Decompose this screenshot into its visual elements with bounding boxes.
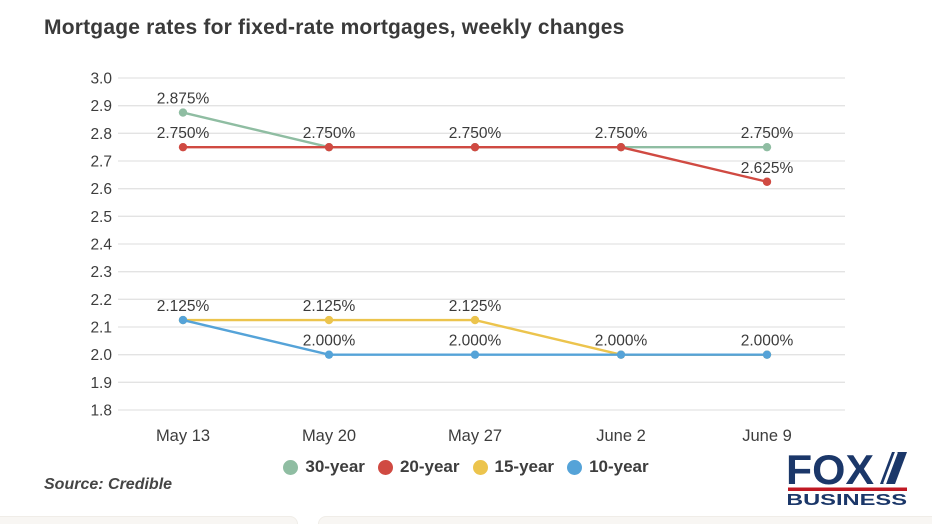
data-label: 2.125% <box>157 298 210 315</box>
data-point <box>470 350 480 359</box>
y-tick-label: 1.8 <box>90 403 112 420</box>
data-label: 2.000% <box>595 333 648 350</box>
y-tick-label: 2.4 <box>90 237 112 254</box>
y-tick-label: 2.1 <box>90 320 112 337</box>
data-point <box>762 142 772 152</box>
series-20-year <box>178 142 772 186</box>
data-point <box>616 350 626 359</box>
data-label: 2.000% <box>303 333 356 350</box>
data-point <box>762 177 772 186</box>
legend-dot-icon <box>567 459 583 475</box>
legend-dot-icon <box>283 459 299 475</box>
business-logo-text: BUSINESS <box>788 492 907 507</box>
legend-dot-icon <box>472 459 488 475</box>
legend-dot-icon <box>377 459 393 475</box>
y-tick-label: 2.0 <box>90 347 112 364</box>
source-credit: Source: Credible <box>44 476 173 493</box>
data-label: 2.750% <box>741 125 794 142</box>
data-point <box>762 350 772 359</box>
data-label: 2.000% <box>449 333 502 350</box>
y-tick-label: 3.0 <box>90 71 112 88</box>
y-tick-label: 2.8 <box>90 126 112 143</box>
data-label: 2.875% <box>157 91 210 108</box>
line-chart: 3.0 2.9 2.8 2.7 2.6 2.5 2.4 2.3 2.2 2.1 2.0 1.9 1.8 M… <box>90 71 845 445</box>
legend-item-15-year: 15-year <box>472 457 555 477</box>
fox-logo-text: FOX <box>788 451 874 493</box>
y-tick-label: 2.2 <box>90 292 112 309</box>
y-axis-labels: 3.0 2.9 2.8 2.7 2.6 2.5 2.4 2.3 2.2 2.1 2.0 1.9 1.8 <box>90 71 112 420</box>
data-point <box>324 315 334 325</box>
data-point <box>178 315 188 325</box>
fox-searchlight-icon <box>880 451 907 485</box>
chart-title: Mortgage rates for fixed-rate mortgages,… <box>44 16 625 39</box>
data-point <box>178 108 188 117</box>
y-tick-label: 2.5 <box>90 209 112 226</box>
data-labels: 2.875% 2.750% 2.125% 2.750% 2.125% 2.000% 2.75… <box>157 91 794 350</box>
data-label: 2.125% <box>449 298 502 315</box>
gridlines <box>118 77 845 411</box>
x-tick-label: May 27 <box>448 427 502 445</box>
legend-label: 10-year <box>589 457 649 476</box>
data-label: 2.750% <box>157 125 210 142</box>
x-axis-labels: May 13 May 20 May 27 June 2 June 9 <box>156 427 792 445</box>
data-label: 2.750% <box>595 125 648 142</box>
y-tick-label: 2.7 <box>90 154 112 171</box>
bottom-card-left <box>0 516 298 524</box>
series-10-year <box>178 315 772 359</box>
data-label: 2.000% <box>741 333 794 350</box>
legend-item-30-year: 30-year <box>283 457 365 477</box>
y-tick-label: 2.3 <box>90 264 112 281</box>
data-label: 2.750% <box>449 125 502 142</box>
data-point <box>470 142 480 152</box>
data-point <box>324 142 334 152</box>
data-point <box>616 142 626 152</box>
x-tick-label: June 9 <box>742 427 792 445</box>
data-label: 2.625% <box>741 160 794 177</box>
bottom-card-right <box>318 516 932 524</box>
legend-label: 30-year <box>305 457 365 476</box>
data-point <box>178 142 188 152</box>
legend: 30-year 20-year 15-year 10-year <box>0 457 932 477</box>
data-label: 2.750% <box>303 125 356 142</box>
legend-item-10-year: 10-year <box>567 457 649 477</box>
legend-item-20-year: 20-year <box>377 457 460 477</box>
x-tick-label: June 2 <box>596 427 646 445</box>
y-tick-label: 1.9 <box>90 375 112 392</box>
legend-label: 15-year <box>494 457 555 476</box>
legend-label: 20-year <box>399 457 460 476</box>
x-tick-label: May 13 <box>156 427 210 445</box>
x-tick-label: May 20 <box>302 427 356 445</box>
y-tick-label: 2.6 <box>90 181 112 198</box>
data-point <box>470 315 480 325</box>
fox-business-logo: FOX BUSINESS <box>788 451 907 507</box>
data-point <box>324 350 334 359</box>
data-label: 2.125% <box>303 298 356 315</box>
y-tick-label: 2.9 <box>90 98 112 115</box>
logo-red-line <box>788 487 907 491</box>
